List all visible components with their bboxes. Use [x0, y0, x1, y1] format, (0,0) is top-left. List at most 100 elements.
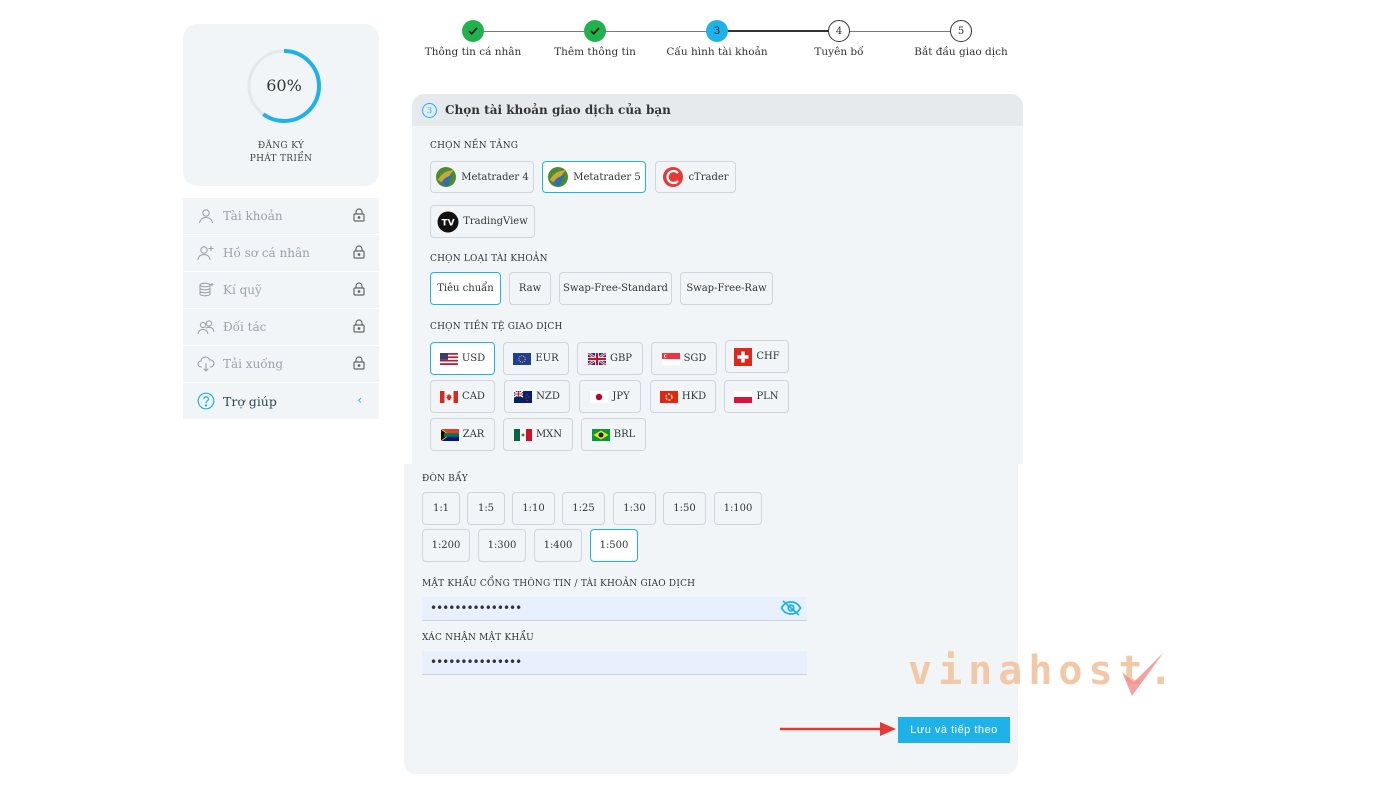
coins-icon [197, 281, 215, 299]
step-label: Tuyên bố [814, 46, 864, 58]
eye-off-icon[interactable] [780, 599, 802, 617]
currency-option-mxn[interactable]: MXN [503, 418, 573, 451]
leverage-option-1-50[interactable]: 1:50 [663, 492, 706, 525]
currency-option-zar[interactable]: ZAR [430, 418, 495, 451]
vinahost-watermark: vinahost. [908, 648, 1173, 708]
currency-code: HKD [681, 391, 707, 402]
south-africa-flag-icon [440, 428, 459, 441]
checkmark-logo-icon [1122, 652, 1164, 696]
platform-label: CHỌN NỀN TẢNG [430, 141, 519, 151]
japan-flag-icon [590, 390, 609, 403]
panel-header: 3 Chọn tài khoản giao dịch của bạn [412, 94, 1023, 126]
sidebar-item-label: Kí quỹ [223, 283, 262, 297]
sidebar-item-label: Hồ sơ cá nhân [223, 246, 310, 260]
step-label: Bắt đầu giao dịch [914, 46, 1008, 58]
hong-kong-flag-icon [659, 390, 678, 403]
panel-title: Chọn tài khoản giao dịch của bạn [445, 103, 671, 117]
currency-option-cad[interactable]: CAD [430, 380, 495, 413]
currency-option-gbp[interactable]: GBP [577, 342, 643, 375]
metatrader-icon [435, 166, 457, 188]
step-connector [473, 31, 595, 32]
cloud-download-icon [197, 355, 215, 373]
us-flag-icon [439, 352, 458, 365]
eu-flag-icon [513, 352, 532, 365]
account-type-raw[interactable]: Raw [509, 272, 551, 305]
progress-card: 60% ĐĂNG KÝ PHÁT TRIỂN [183, 24, 379, 186]
confirm-password-input[interactable]: ••••••••••••••• [422, 651, 807, 675]
platform-option-ctrader[interactable]: cTrader [655, 161, 736, 193]
currency-code: SGD [683, 353, 707, 364]
registration-sublabel: PHÁT TRIỂN [249, 154, 313, 164]
section-number: 3 [422, 103, 437, 118]
currency-option-chf[interactable]: CHF [725, 340, 789, 373]
step-label: Cấu hình tài khoản [666, 46, 768, 58]
currency-code: EUR [535, 353, 559, 364]
leverage-option-1-300[interactable]: 1:300 [478, 529, 526, 562]
sidebar-item-label: Đối tác [223, 320, 267, 334]
platform-option-label: Metatrader 5 [573, 171, 641, 183]
currency-code: GBP [609, 353, 633, 364]
tradingview-icon: TV [437, 211, 459, 233]
chevron-left-icon: ‹ [357, 393, 362, 407]
step-connector [839, 31, 961, 32]
leverage-option-1-5[interactable]: 1:5 [467, 492, 505, 525]
save-and-next-button[interactable]: Lưu và tiếp theo [898, 717, 1010, 743]
user-icon [197, 207, 215, 225]
leverage-option-1-1[interactable]: 1:1 [422, 492, 460, 525]
platform-option-mt4[interactable]: Metatrader 4 [430, 161, 534, 193]
sidebar-item-profile[interactable]: Hồ sơ cá nhân [183, 235, 379, 271]
step-label: Thêm thông tin [554, 46, 636, 58]
step-connector [717, 30, 839, 32]
currency-code: ZAR [462, 429, 485, 440]
leverage-option-1-500[interactable]: 1:500 [590, 529, 638, 562]
leverage-option-1-100[interactable]: 1:100 [714, 492, 762, 525]
ctrader-icon [662, 166, 684, 188]
lock-icon [353, 282, 365, 296]
currency-code: PLN [756, 391, 779, 402]
currency-option-hkd[interactable]: HKD [650, 380, 716, 413]
currency-option-brl[interactable]: BRL [581, 418, 646, 451]
account-type-swap-free-raw[interactable]: Swap-Free-Raw [680, 272, 773, 305]
platform-option-tradingview[interactable]: TV TradingView [430, 205, 535, 238]
step-1-check-icon [462, 20, 484, 42]
currency-code: USD [461, 353, 486, 364]
progress-stepper: 3 4 5 Thông tin cá nhân Thêm thông tin C… [420, 18, 1020, 68]
sidebar-item-partners[interactable]: Đối tác [183, 309, 379, 345]
leverage-option-1-25[interactable]: 1:25 [562, 492, 605, 525]
leverage-option-1-200[interactable]: 1:200 [422, 529, 470, 562]
sidebar-item-deposit[interactable]: Kí quỹ [183, 272, 379, 308]
currency-option-pln[interactable]: PLN [724, 380, 789, 413]
sidebar-item-help[interactable]: Trợ giúp ‹ [183, 383, 379, 419]
account-type-label: CHỌN LOẠI TÀI KHOẢN [430, 254, 548, 264]
leverage-option-1-400[interactable]: 1:400 [534, 529, 582, 562]
lock-icon [353, 319, 365, 333]
sidebar-item-downloads[interactable]: Tải xuống [183, 346, 379, 382]
user-plus-icon [197, 244, 215, 262]
sidebar-item-label: Trợ giúp [223, 393, 277, 409]
currency-option-sgd[interactable]: SGD [651, 342, 717, 375]
password-input[interactable]: ••••••••••••••• [422, 597, 807, 621]
currency-code: CHF [756, 351, 780, 362]
account-type-standard[interactable]: Tiêu chuẩn [430, 272, 501, 305]
lock-icon [353, 208, 365, 222]
confirm-password-label: XÁC NHẬN MẬT KHẨU [422, 633, 534, 643]
platform-option-mt5[interactable]: Metatrader 5 [542, 161, 646, 193]
currency-option-usd[interactable]: USD [430, 342, 495, 375]
uk-flag-icon [587, 352, 606, 365]
currency-option-eur[interactable]: EUR [503, 342, 569, 375]
currency-option-jpy[interactable]: JPY [579, 380, 641, 413]
svg-text:TV: TV [442, 218, 455, 228]
password-label: MẬT KHẨU CỔNG THÔNG TIN / TÀI KHOẢN GIAO… [422, 579, 696, 589]
currency-option-nzd[interactable]: NZD [504, 380, 570, 413]
leverage-label: ĐÒN BẨY [422, 474, 468, 484]
leverage-option-1-30[interactable]: 1:30 [613, 492, 656, 525]
sidebar-item-label: Tài khoản [223, 209, 283, 223]
leverage-option-1-10[interactable]: 1:10 [512, 492, 555, 525]
currency-label: CHỌN TIỀN TỆ GIAO DỊCH [430, 322, 563, 332]
step-4-indicator: 4 [828, 20, 850, 42]
sidebar-item-account[interactable]: Tài khoản [183, 198, 379, 234]
step-connector [595, 31, 717, 32]
swiss-flag-icon [734, 347, 753, 366]
brazil-flag-icon [591, 428, 610, 441]
account-type-swap-free-standard[interactable]: Swap-Free-Standard [559, 272, 672, 305]
